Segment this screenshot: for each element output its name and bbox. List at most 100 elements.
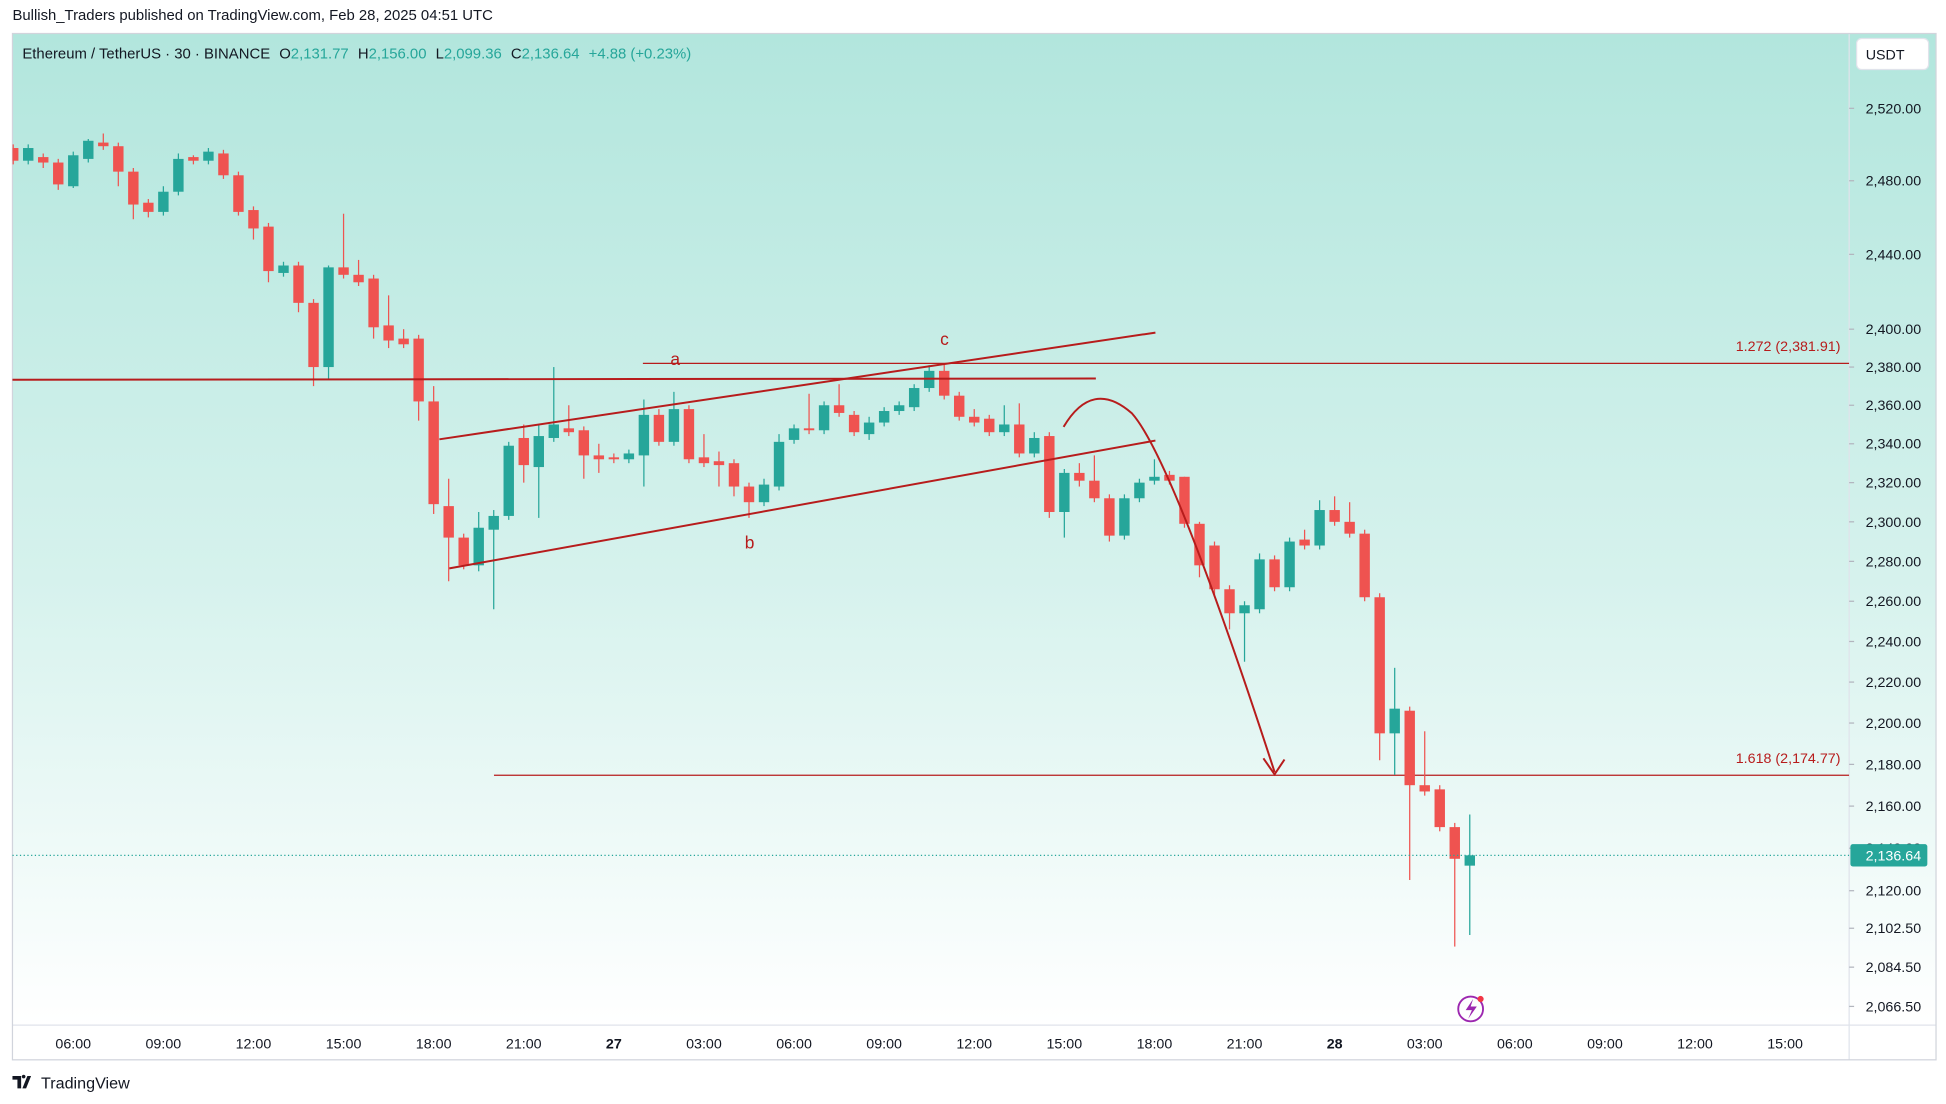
y-tick-label: 2,180.00 <box>1866 757 1922 773</box>
candle-body <box>893 405 905 412</box>
x-tick-label: 06:00 <box>55 1037 91 1053</box>
candle-body <box>413 338 424 402</box>
x-tick-label: 09:00 <box>866 1037 902 1053</box>
wave-label: b <box>745 533 755 553</box>
candle-body <box>12 148 19 161</box>
candle-body <box>638 414 650 456</box>
x-tick-label: 15:00 <box>1046 1037 1082 1053</box>
candle-body <box>128 171 139 205</box>
candle-body <box>1254 559 1265 610</box>
candle-body <box>458 537 469 566</box>
y-tick-label: 2,260.00 <box>1866 594 1922 610</box>
alert-icon[interactable] <box>1457 995 1484 1023</box>
candle-body <box>428 401 439 505</box>
channel-lower <box>449 439 1156 570</box>
plot-area <box>12 133 1850 947</box>
candle-body <box>293 265 304 303</box>
candle-body <box>1074 472 1085 481</box>
change-value: +4.88 (+0.23%) <box>589 46 692 62</box>
high-value: 2,156.00 <box>369 46 427 62</box>
candle-body <box>233 175 244 212</box>
candle-body <box>488 515 499 530</box>
projection-arrow <box>1062 397 1276 773</box>
candle-body <box>758 484 770 503</box>
candle-body <box>278 265 289 273</box>
low-value: 2,099.36 <box>444 46 502 62</box>
candle-body <box>308 302 319 368</box>
symbol-legend: Ethereum / TetherUS · 30 · BINANCE O2,13… <box>22 46 691 62</box>
fib-label: 1.272 (2,381.91) <box>1736 339 1841 355</box>
candle-body <box>23 148 34 161</box>
x-tick-label: 15:00 <box>1767 1037 1803 1053</box>
x-tick-label: 09:00 <box>1587 1037 1623 1053</box>
symbol: Ethereum / TetherUS · 30 · BINANCE <box>22 46 270 62</box>
candle-body <box>1014 424 1025 454</box>
currency-label[interactable]: USDT <box>1866 48 1905 64</box>
y-tick-label: 2,400.00 <box>1866 322 1922 338</box>
x-tick-label: 28 <box>1327 1037 1343 1053</box>
x-tick-label: 18:00 <box>1137 1037 1173 1053</box>
x-tick-label: 21:00 <box>1227 1037 1263 1053</box>
y-tick-label: 2,380.00 <box>1866 360 1922 376</box>
logo-mark <box>12 1074 32 1089</box>
candle-body <box>1344 521 1355 534</box>
alert-circle[interactable] <box>1457 995 1484 1023</box>
y-tick-label: 2,160.00 <box>1866 799 1922 815</box>
y-tick-label: 2,200.00 <box>1866 716 1922 732</box>
candle-body <box>1209 545 1220 590</box>
y-tick-label: 2,360.00 <box>1866 398 1922 414</box>
candle-body <box>1359 533 1370 598</box>
candle-body <box>563 428 575 433</box>
close-label: C <box>511 46 522 62</box>
candle-body <box>1149 476 1160 481</box>
candle-body <box>743 486 755 503</box>
y-tick-label: 2,480.00 <box>1866 174 1922 190</box>
wave-label: c <box>940 329 949 349</box>
candle-body <box>443 506 454 538</box>
y-tick-label: 2,280.00 <box>1866 554 1922 570</box>
x-tick-label: 21:00 <box>506 1037 542 1053</box>
currency-button[interactable] <box>1855 37 1930 71</box>
fib-label: 1.618 (2,174.77) <box>1736 751 1841 767</box>
y-tick-label: 2,220.00 <box>1866 675 1922 691</box>
candle-body <box>999 424 1010 433</box>
x-tick-label: 27 <box>606 1037 622 1053</box>
candle-body <box>548 424 559 438</box>
y-tick-label: 2,520.00 <box>1866 101 1922 117</box>
wave-label: a <box>670 349 680 369</box>
x-tick-label: 12:00 <box>1677 1037 1713 1053</box>
candle-body <box>863 422 875 435</box>
footer-logo: TradingView <box>12 1074 130 1092</box>
price-tag-label: 2,136.64 <box>1866 848 1922 864</box>
high-label: H <box>358 46 369 62</box>
y-tick-label: 2,240.00 <box>1866 634 1922 650</box>
candle-body <box>653 414 665 442</box>
alert-bolt[interactable] <box>1465 999 1477 1019</box>
candle-body <box>773 441 785 487</box>
candle-body <box>1419 785 1430 792</box>
x-tick-label: 06:00 <box>1497 1037 1533 1053</box>
candle-body <box>533 436 544 468</box>
x-tick-label: 03:00 <box>1407 1037 1443 1053</box>
candle-body <box>683 409 695 460</box>
candle-body <box>1044 436 1055 513</box>
candle-body <box>518 437 529 466</box>
candle-body <box>1374 597 1385 734</box>
candle-body <box>158 191 169 212</box>
candle-body <box>848 414 860 433</box>
candle-body <box>1059 472 1070 513</box>
open-value: 2,131.77 <box>291 46 349 62</box>
candle-body <box>1194 523 1205 566</box>
low-label: L <box>436 46 444 62</box>
candle-body <box>68 155 79 187</box>
chart-background <box>12 33 1937 1026</box>
candle-body <box>1299 539 1310 546</box>
candle-body <box>38 157 49 163</box>
candle-body <box>383 325 394 341</box>
candle-body <box>578 430 590 456</box>
candle-body <box>1224 589 1235 614</box>
candle-body <box>728 463 740 487</box>
alert-dot[interactable] <box>1477 995 1484 1003</box>
chart-frame <box>11 32 1937 1061</box>
